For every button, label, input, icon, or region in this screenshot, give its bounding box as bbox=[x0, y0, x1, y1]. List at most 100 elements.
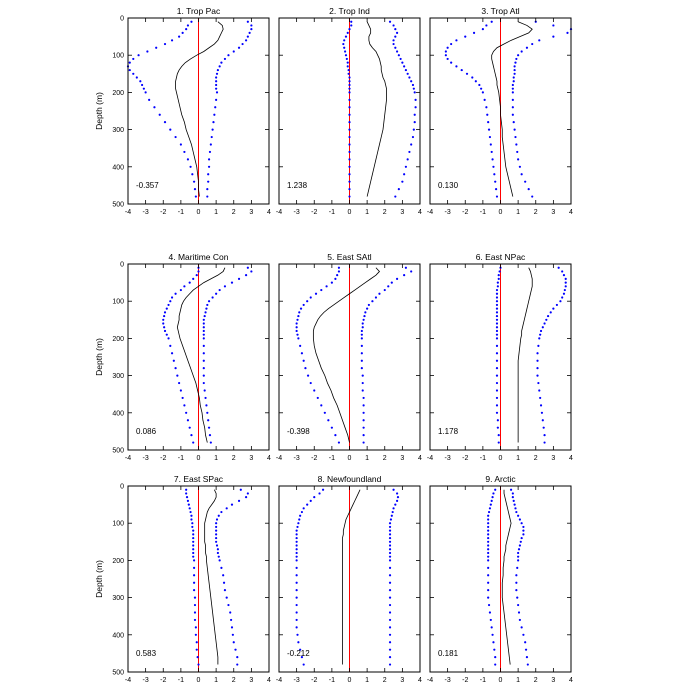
bound-dot bbox=[188, 426, 191, 429]
bound-dot bbox=[218, 288, 221, 292]
y-tick-label: 200 bbox=[112, 558, 124, 565]
bound-dot bbox=[222, 581, 226, 584]
bound-dot bbox=[363, 314, 366, 318]
bound-dot bbox=[186, 499, 190, 502]
bound-dot bbox=[511, 113, 514, 116]
bound-dot bbox=[472, 31, 476, 34]
bound-dot bbox=[552, 24, 555, 27]
bound-dot bbox=[364, 311, 367, 314]
y-axis-label: Depth (m) bbox=[94, 560, 104, 598]
bound-dot bbox=[538, 389, 541, 392]
bound-dot bbox=[213, 113, 216, 116]
bound-dot bbox=[128, 61, 131, 64]
bound-dot bbox=[408, 76, 411, 79]
y-tick-label: 0 bbox=[120, 16, 124, 23]
bound-dot bbox=[309, 296, 312, 299]
bound-dot bbox=[185, 496, 189, 499]
x-tick-label: -4 bbox=[125, 209, 131, 216]
bound-dot bbox=[343, 39, 346, 42]
x-tick-label: 1 bbox=[516, 209, 520, 216]
bound-dot bbox=[487, 540, 490, 543]
bound-dot bbox=[487, 533, 490, 536]
bound-dot bbox=[512, 499, 515, 502]
x-tick-label: -2 bbox=[311, 455, 317, 462]
bound-dot bbox=[215, 98, 218, 101]
bound-dot bbox=[250, 24, 253, 27]
bound-dot bbox=[412, 128, 415, 131]
profile-line bbox=[204, 489, 219, 665]
bound-dot bbox=[522, 525, 525, 529]
bound-dot bbox=[404, 266, 407, 269]
bound-dot bbox=[495, 396, 499, 400]
bound-dot bbox=[518, 544, 521, 547]
bound-dot bbox=[495, 359, 499, 362]
x-tick-label: -1 bbox=[178, 677, 184, 684]
bound-dot bbox=[522, 529, 525, 532]
bound-dot bbox=[517, 611, 521, 614]
bound-dot bbox=[388, 522, 392, 525]
bound-dot bbox=[343, 50, 347, 53]
y-tick-label: 400 bbox=[112, 410, 124, 417]
x-tick-label: 3 bbox=[551, 209, 555, 216]
bound-dot bbox=[392, 507, 395, 510]
bound-dot bbox=[216, 68, 219, 72]
bound-dot bbox=[513, 503, 516, 506]
x-tick-label: -3 bbox=[445, 455, 451, 462]
x-tick-label: -4 bbox=[427, 677, 433, 684]
bound-dot bbox=[390, 514, 393, 517]
bound-dot bbox=[195, 648, 198, 651]
bound-dot bbox=[492, 165, 495, 168]
bound-dot bbox=[183, 150, 186, 154]
bound-dot bbox=[474, 80, 477, 83]
bound-dot bbox=[513, 68, 516, 72]
bound-dot bbox=[513, 65, 516, 68]
bound-dot bbox=[323, 411, 326, 414]
bound-dot bbox=[481, 28, 484, 31]
bound-dot bbox=[543, 441, 546, 444]
bound-dot bbox=[174, 292, 177, 295]
bound-dot bbox=[492, 492, 495, 495]
bound-dot bbox=[246, 266, 249, 269]
bound-dot bbox=[296, 633, 299, 636]
bound-dot bbox=[536, 367, 539, 370]
bound-dot bbox=[394, 35, 397, 38]
bound-dot bbox=[206, 411, 209, 414]
bound-dot bbox=[316, 396, 319, 400]
bound-dot bbox=[387, 285, 390, 288]
x-tick-label: -3 bbox=[294, 455, 300, 462]
bound-dot bbox=[214, 106, 217, 109]
bound-dot bbox=[360, 352, 363, 355]
bound-dot bbox=[367, 303, 370, 307]
bound-dot bbox=[388, 536, 392, 540]
bound-dot bbox=[337, 266, 341, 269]
bound-dot bbox=[348, 106, 351, 109]
bound-dot bbox=[342, 42, 345, 46]
bound-dot bbox=[346, 31, 349, 34]
bound-dot bbox=[511, 496, 514, 499]
bound-dot bbox=[555, 303, 558, 307]
bound-dot bbox=[169, 300, 172, 303]
x-tick-label: 1 bbox=[516, 677, 520, 684]
bound-dot bbox=[389, 518, 393, 521]
bound-dot bbox=[158, 113, 161, 116]
panel-title: 5. East SAtl bbox=[327, 252, 372, 262]
bound-dot bbox=[361, 322, 364, 325]
bound-dot bbox=[539, 333, 542, 336]
y-tick-label: 400 bbox=[112, 164, 124, 171]
x-tick-label: -3 bbox=[143, 455, 149, 462]
x-tick-label: 2 bbox=[534, 455, 538, 462]
bound-dot bbox=[371, 300, 374, 303]
panel-5: 5. East SAtl -4 -3 -2 -1 0 1 2 3 4 -0.398 bbox=[276, 252, 422, 462]
bound-dot bbox=[207, 426, 211, 429]
bound-dot bbox=[404, 68, 407, 72]
bound-dot bbox=[215, 529, 218, 532]
bound-dot bbox=[313, 496, 316, 499]
x-tick-label: 1 bbox=[214, 209, 218, 216]
bound-dot bbox=[299, 648, 302, 651]
bound-dot bbox=[536, 359, 539, 362]
panel-value-label: 0.130 bbox=[438, 181, 459, 190]
bound-dot bbox=[522, 533, 525, 536]
bound-dot bbox=[495, 288, 499, 292]
bound-dot bbox=[520, 536, 523, 540]
bound-dot bbox=[203, 314, 206, 318]
